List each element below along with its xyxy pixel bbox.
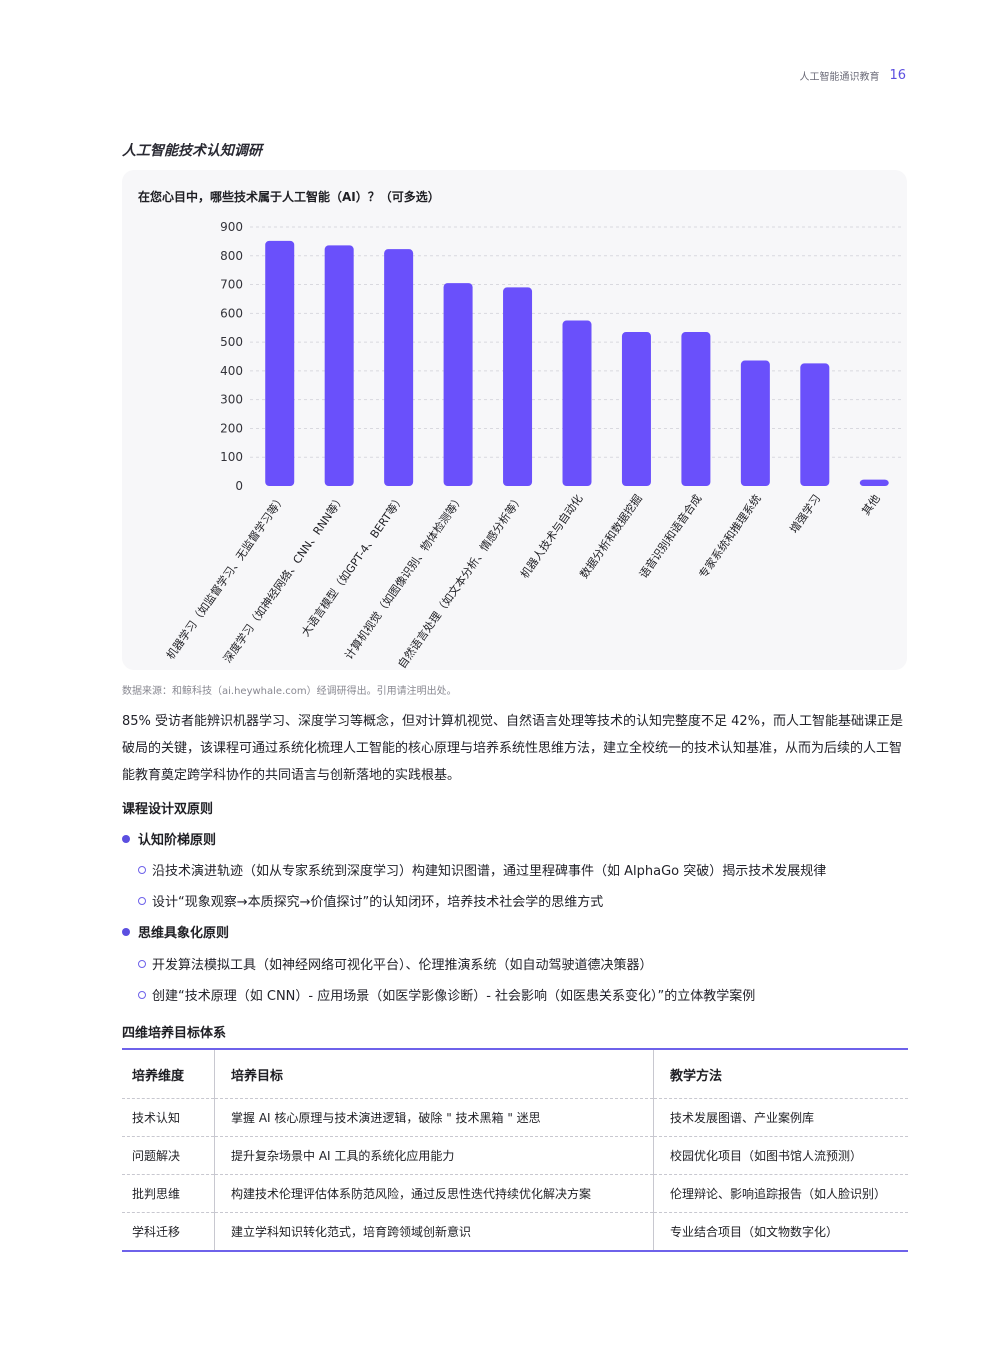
bar-chart: 0 100 200 300 400 500 600 700 800 900 机器学习（如监督学习、无… [163,220,904,670]
y-tick-label: 300 [220,393,243,407]
bar [562,320,592,486]
y-tick-label: 200 [220,421,243,435]
bar [503,287,533,486]
principle-1-item-text: 设计“现象观察→本质探究→价值探讨”的认知闭环，培养技术社会学的思维方式 [152,895,604,910]
header-cell: 培养维度 [122,1049,215,1099]
goals-table: 培养维度 培养目标 教学方法 技术认知 掌握 AI 核心原理与技术演进逻辑，破除… [122,1048,908,1252]
y-tick-label: 700 [220,278,243,292]
x-tick-label: 机器人技术与自动化 [517,492,585,581]
principle-2: 思维具象化原则 [122,922,229,941]
x-tick-label: 数据分析和数据挖掘 [577,492,645,581]
principle-2-item: 开发算法模拟工具（如神经网络可视化平台）、伦理推演系统（如自动驾驶道德决策器） [138,954,653,973]
bullet-dot-icon [122,834,130,843]
table-cell: 问题解决 [122,1136,215,1175]
table-cell: 学科迁移 [122,1212,215,1251]
table-header-row: 培养维度 培养目标 教学方法 [122,1049,908,1099]
table-title: 四维培养目标体系 [122,1026,227,1041]
bullet-dot-icon [122,927,130,936]
table-cell: 构建技术伦理评估体系防范风险，通过反思性迭代持续优化解决方案 [214,1174,654,1213]
header-cell: 教学方法 [670,1068,723,1084]
y-tick-label: 900 [220,220,243,234]
principle-2-item: 创建“技术原理（如 CNN）- 应用场景（如医学影像诊断）- 社会影响（如医患关… [138,985,755,1004]
principle-2-item-text: 创建“技术原理（如 CNN）- 应用场景（如医学影像诊断）- 社会影响（如医患关… [152,989,756,1004]
bar [800,363,830,486]
table-row: 批判思维 构建技术伦理评估体系防范风险，通过反思性迭代持续优化解决方案 伦理辩论… [122,1174,908,1213]
bar [265,240,295,486]
table-cell: 掌握 AI 核心原理与技术演进逻辑，破除 " 技术黑箱 " 迷思 [214,1098,654,1137]
bar [740,360,770,486]
bullet-ring-icon [138,896,146,905]
table-cell: 伦理辩论、影响追踪报告（如人脸识别） [670,1187,887,1201]
bullet-ring-icon [138,959,146,968]
bar [621,332,651,486]
table-cell: 专业结合项目（如文物数字化） [670,1225,839,1239]
bar [443,283,473,486]
chart-question: 在您心目中，哪些技术属于人工智能（AI）？（可多选） [138,190,440,204]
y-tick-label: 500 [220,335,243,349]
bar [384,249,414,486]
y-tick-label: 800 [220,249,243,263]
principle-1-item: 沿技术演进轨迹（如从专家系统到深度学习）构建知识图谱，通过里程碑事件（如 Alp… [138,860,826,879]
x-tick-label: 语音识别和语音合成 [636,492,704,581]
x-tick-label: 大语言模型（如GPT-4、BERT等） [298,492,407,639]
x-tick-label: 自然语言处理（如文本分析、情感分析等） [395,492,526,670]
bullet-ring-icon [138,865,146,874]
principle-1-item-text: 沿技术演进轨迹（如从专家系统到深度学习）构建知识图谱，通过里程碑事件（如 Alp… [152,864,827,879]
table-cell: 技术发展图谱、产业案例库 [670,1111,815,1125]
table-row: 问题解决 提升复杂场景中 AI 工具的系统化应用能力 校园优化项目（如图书馆人流… [122,1136,908,1175]
table-cell: 提升复杂场景中 AI 工具的系统化应用能力 [214,1136,654,1175]
principle-2-title: 思维具象化原则 [138,926,230,941]
bar [859,479,889,486]
x-tick-label: 机器学习（如监督学习、无监督学习等） [163,492,288,662]
y-tick-label: 0 [235,479,243,493]
bar [324,245,354,486]
x-tick-label: 深度学习（如神经网络、CNN、RNN等） [220,492,347,666]
page-number: 16 [889,68,906,83]
principle-1-item: 设计“现象观察→本质探究→价值探讨”的认知闭环，培养技术社会学的思维方式 [138,891,603,910]
section-title: 人工智能技术认知调研 [122,143,262,159]
bar [681,332,711,486]
table-cell: 批判思维 [122,1174,215,1213]
table-row: 学科迁移 建立学科知识转化范式，培育跨领域创新意识 专业结合项目（如文物数字化） [122,1212,908,1251]
table-row: 技术认知 掌握 AI 核心原理与技术演进逻辑，破除 " 技术黑箱 " 迷思 技术… [122,1098,908,1137]
chart-card: 在您心目中，哪些技术属于人工智能（AI）？（可多选） 0 100 200 300 400… [122,170,907,670]
table-cell: 校园优化项目（如图书馆人流预测） [670,1149,863,1163]
principles-title: 课程设计双原则 [122,802,214,817]
principle-1-title: 认知阶梯原则 [138,833,217,848]
table-cell: 建立学科知识转化范式，培育跨领域创新意识 [214,1212,654,1251]
header-cell: 培养目标 [214,1049,654,1099]
principle-1: 认知阶梯原则 [122,829,216,848]
y-tick-label: 600 [220,306,243,320]
page-header: 人工智能通识教育 16 [799,68,906,83]
table-cell: 技术认知 [122,1098,215,1137]
bullet-ring-icon [138,990,146,999]
x-tick-label: 增强学习 [787,492,824,536]
principle-2-item-text: 开发算法模拟工具（如神经网络可视化平台）、伦理推演系统（如自动驾驶道德决策器） [152,958,653,973]
body-paragraph: 85% 受访者能辨识机器学习、深度学习等概念，但对计算机视觉、自然语言处理等技术… [122,714,904,783]
x-tick-label: 计算机视觉（如图像识别、物体检测等） [342,492,467,662]
data-source: 数据来源：和鲸科技（ai.heywhale.com）经调研得出。引用请注明出处。 [122,686,457,697]
y-tick-label: 100 [220,450,243,464]
header-title: 人工智能通识教育 [799,72,880,83]
y-tick-label: 400 [220,364,243,378]
x-tick-label: 其他 [859,492,882,517]
x-tick-label: 专家系统和推理系统 [696,492,764,581]
